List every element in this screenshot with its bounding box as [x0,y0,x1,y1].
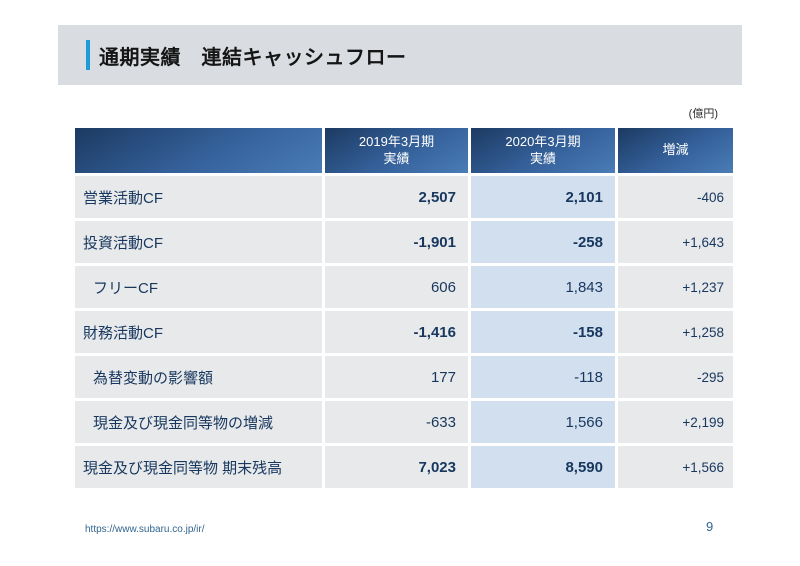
table-header-corner [75,128,322,173]
unit-label: (億円) [688,108,718,120]
table-header-change: 増減 [618,128,733,173]
cell-fx-effect-change: -295 [618,356,733,398]
cell-operating-cf-fy2019: 2,507 [325,176,468,218]
cash-flow-table: 2019年3月期 実績 2020年3月期 実績 増減 営業活動CF 2,507 … [75,128,733,488]
cell-fx-effect-fy2019: 177 [325,356,468,398]
cell-fx-effect-fy2020: -118 [471,356,615,398]
cell-financing-cf-fy2019: -1,416 [325,311,468,353]
row-label-cash-change: 現金及び現金同等物の増減 [75,401,322,443]
title-accent-bar [86,40,90,70]
row-label-fx-effect: 為替変動の影響額 [75,356,322,398]
row-label-investing-cf: 投資活動CF [75,221,322,263]
cell-investing-cf-change: +1,643 [618,221,733,263]
cell-cash-ending-fy2020: 8,590 [471,446,615,488]
cell-investing-cf-fy2019: -1,901 [325,221,468,263]
cell-operating-cf-change: -406 [618,176,733,218]
cell-financing-cf-fy2020: -158 [471,311,615,353]
cell-operating-cf-fy2020: 2,101 [471,176,615,218]
cell-cash-change-fy2019: -633 [325,401,468,443]
cell-free-cf-change: +1,237 [618,266,733,308]
cell-cash-change-change: +2,199 [618,401,733,443]
page-number: 9 [706,519,714,534]
header-line: 2019年3月期 [358,133,435,149]
title-bar: 通期実績 連結キャッシュフロー [58,25,742,85]
page-title: 通期実績 連結キャッシュフロー [99,46,407,69]
cell-free-cf-fy2020: 1,843 [471,266,615,308]
row-label-financing-cf: 財務活動CF [75,311,322,353]
header-line: 実績 [383,150,410,166]
header-line: 実績 [529,150,556,166]
row-label-operating-cf: 営業活動CF [75,176,322,218]
header-line: 2020年3月期 [505,133,581,149]
footer-url-link[interactable]: https://www.subaru.co.jp/ir/ [85,524,205,535]
row-label-free-cf: フリーCF [75,266,322,308]
cell-financing-cf-change: +1,258 [618,311,733,353]
cell-cash-ending-change: +1,566 [618,446,733,488]
cell-free-cf-fy2019: 606 [325,266,468,308]
header-line: 増減 [662,142,689,158]
cell-cash-ending-fy2019: 7,023 [325,446,468,488]
cell-cash-change-fy2020: 1,566 [471,401,615,443]
cell-investing-cf-fy2020: -258 [471,221,615,263]
table-header-fy2019: 2019年3月期 実績 [325,128,468,173]
table-header-fy2020: 2020年3月期 実績 [471,128,615,173]
row-label-cash-ending-balance: 現金及び現金同等物 期末残高 [75,446,322,488]
